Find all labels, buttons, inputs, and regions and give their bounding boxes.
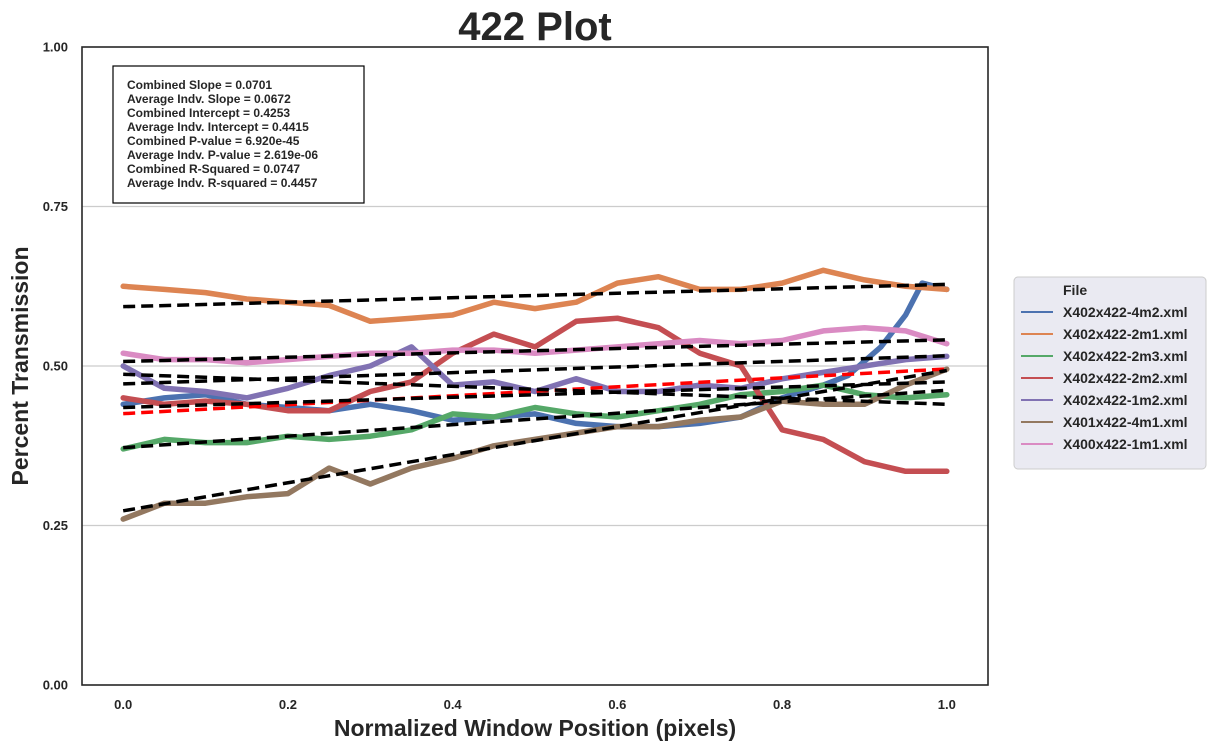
series-line-5 <box>120 344 950 401</box>
chart-title: 422 Plot <box>458 5 611 49</box>
legend-label: X401x422-4m1.xml <box>1063 414 1188 430</box>
legend-label: X402x422-1m2.xml <box>1063 392 1188 408</box>
x-tick-label: 0.0 <box>114 697 132 712</box>
legend-label: X402x422-2m2.xml <box>1063 370 1188 386</box>
stats-box-frame <box>112 65 365 204</box>
stats-line: Combined P-value = 6.920e-45 <box>127 134 300 148</box>
legend-label: X402x422-2m3.xml <box>1063 348 1188 364</box>
fit-line-2 <box>123 282 947 309</box>
series-line-7 <box>120 324 950 366</box>
x-tick-label: 0.2 <box>279 697 297 712</box>
x-axis-label: Normalized Window Position (pixels) <box>334 715 736 741</box>
legend-frame <box>1013 276 1207 470</box>
fit-lines-group <box>122 282 948 513</box>
stats-line: Average Indv. Intercept = 0.4415 <box>127 120 309 134</box>
y-tick-label: 0.25 <box>43 518 68 533</box>
legend-label: X400x422-1m1.xml <box>1063 436 1188 452</box>
combined-fit-line <box>123 367 947 416</box>
y-tick-label: 0.50 <box>43 359 68 374</box>
series-line-4 <box>120 315 950 475</box>
stats-line: Combined Intercept = 0.4253 <box>127 106 290 120</box>
stats-line: Average Indv. Slope = 0.0672 <box>127 92 291 106</box>
x-tick-label: 0.8 <box>773 697 791 712</box>
y-tick-label: 1.00 <box>43 40 68 55</box>
plot-frame <box>81 46 989 686</box>
legend-entries: X402x422-4m2.xml X402x422-2m1.xml X402x422… <box>1021 304 1188 452</box>
fit-line-5 <box>123 354 947 386</box>
series-group <box>120 267 950 522</box>
fit-line-1 <box>123 380 947 410</box>
x-tick-label: 0.4 <box>444 697 463 712</box>
legend-title: File <box>1063 282 1087 298</box>
fit-line-6 <box>122 368 948 513</box>
y-tick-label: 0.75 <box>43 199 68 214</box>
legend: File X402x422-4m2.xmlX402x422-2m1.xmlX40… <box>1013 276 1207 470</box>
y-axis-ticks: 0.00 0.25 0.50 0.75 1.00 <box>43 40 68 693</box>
stats-line: Average Indv. P-value = 2.619e-06 <box>127 148 318 162</box>
legend-label: X402x422-2m1.xml <box>1063 326 1188 342</box>
x-axis-ticks: 0.0 0.2 0.4 0.6 0.8 1.0 <box>114 697 956 712</box>
fit-line-7 <box>123 338 947 364</box>
x-tick-label: 0.6 <box>608 697 626 712</box>
series-line-2 <box>120 267 950 325</box>
stats-line: Combined Slope = 0.0701 <box>127 78 272 92</box>
y-axis-label: Percent Transmission <box>7 246 33 485</box>
y-tick-label: 0.00 <box>43 678 68 693</box>
x-tick-label: 1.0 <box>938 697 956 712</box>
grid <box>82 205 988 527</box>
stats-line: Average Indv. R-squared = 0.4457 <box>127 176 318 190</box>
stats-line: Combined R-Squared = 0.0747 <box>127 162 300 176</box>
legend-label: X402x422-4m2.xml <box>1063 304 1188 320</box>
